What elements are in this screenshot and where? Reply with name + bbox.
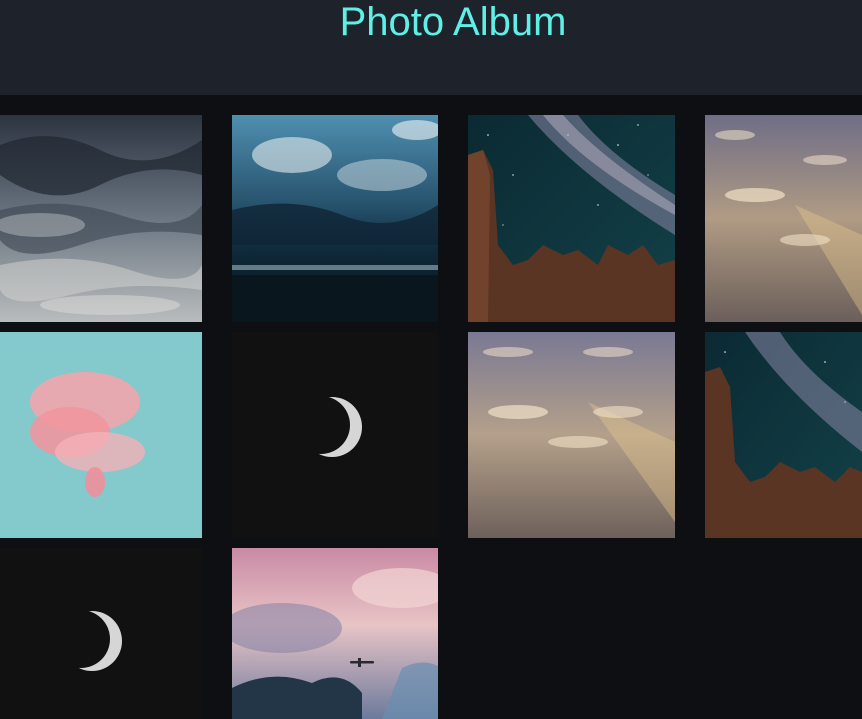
photo-crescent-moon-2[interactable] xyxy=(0,548,202,719)
photo-milky-way-rock-2[interactable] xyxy=(705,332,862,538)
photo-ocean-storm[interactable] xyxy=(232,115,438,322)
photo-golden-clouds-2[interactable] xyxy=(468,332,675,538)
photo-airplane-sunset-sky[interactable] xyxy=(232,548,438,719)
photo-milky-way-rock[interactable] xyxy=(468,115,675,322)
photo-stormy-clouds[interactable] xyxy=(0,115,202,322)
page-title: Photo Album xyxy=(339,0,567,44)
photo-pink-cloud[interactable] xyxy=(0,332,202,538)
header: Photo Album xyxy=(0,0,862,95)
photo-crescent-moon[interactable] xyxy=(232,332,438,538)
photo-golden-clouds[interactable] xyxy=(705,115,862,322)
